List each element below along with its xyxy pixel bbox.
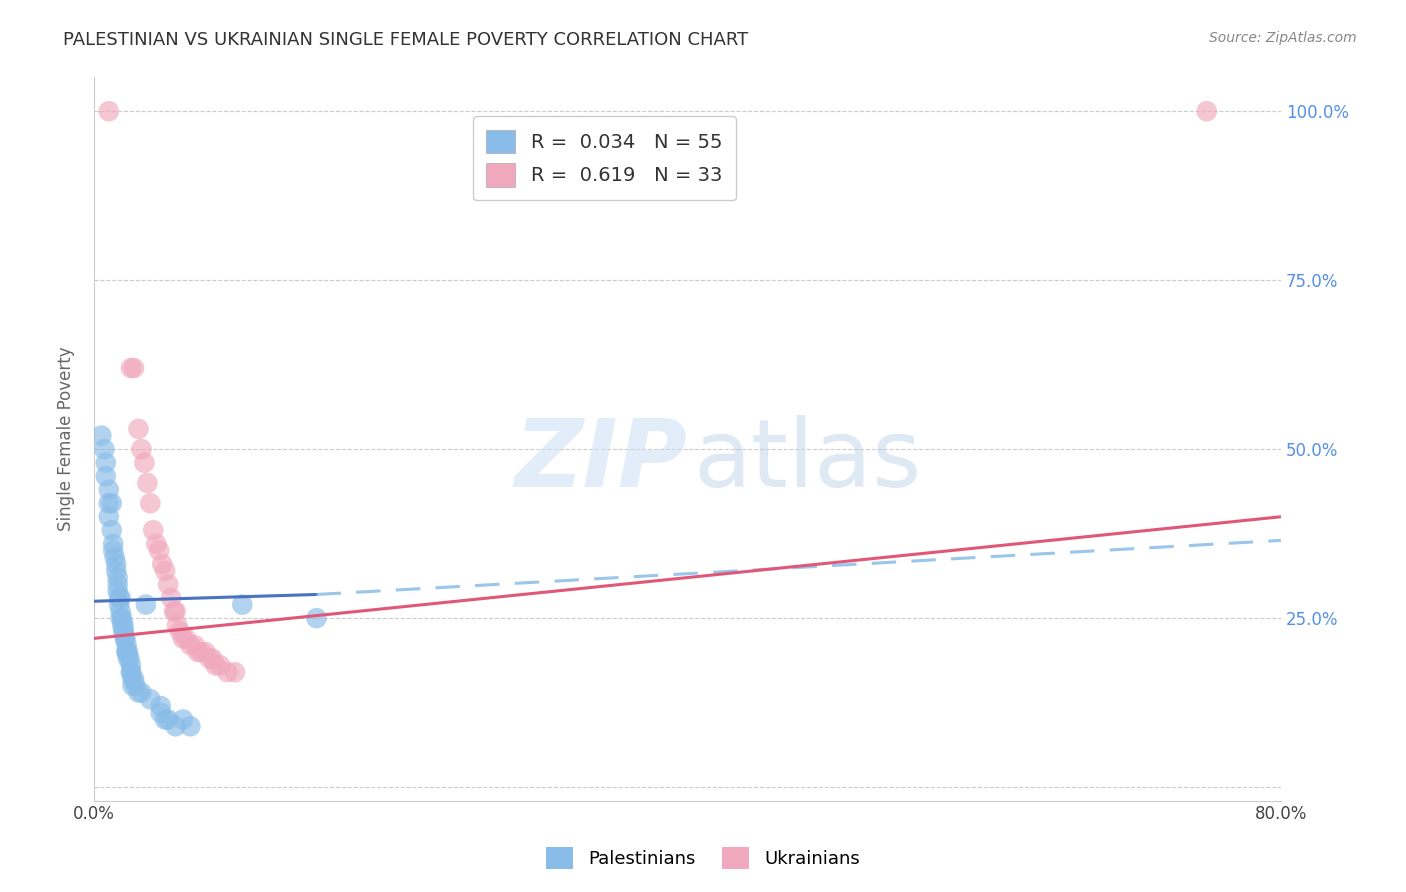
Point: [153, 564, 176, 578]
Point: [120, 665, 142, 680]
Point: [131, 442, 153, 457]
Point: [172, 632, 194, 646]
Point: [172, 713, 194, 727]
Point: [209, 658, 232, 673]
Point: [174, 632, 197, 646]
Text: Source: ZipAtlas.com: Source: ZipAtlas.com: [1209, 31, 1357, 45]
Point: [111, 611, 134, 625]
Point: [194, 645, 217, 659]
Point: [127, 422, 149, 436]
Point: [111, 618, 134, 632]
Point: [100, 523, 122, 537]
Point: [166, 618, 188, 632]
Point: [115, 645, 138, 659]
Point: [110, 591, 132, 605]
Point: [145, 537, 167, 551]
Point: [103, 543, 125, 558]
Point: [120, 665, 142, 680]
Point: [107, 577, 129, 591]
Point: [97, 483, 120, 497]
Point: [121, 672, 143, 686]
Point: [97, 496, 120, 510]
Point: [231, 598, 253, 612]
Point: [104, 550, 127, 565]
Point: [204, 658, 226, 673]
Point: [97, 104, 120, 119]
Point: [114, 632, 136, 646]
Point: [112, 624, 135, 639]
Point: [110, 611, 132, 625]
Point: [163, 604, 186, 618]
Text: PALESTINIAN VS UKRAINIAN SINGLE FEMALE POVERTY CORRELATION CHART: PALESTINIAN VS UKRAINIAN SINGLE FEMALE P…: [63, 31, 748, 49]
Point: [105, 557, 128, 571]
Point: [136, 475, 159, 490]
Point: [165, 719, 187, 733]
Point: [94, 456, 117, 470]
Point: [160, 591, 183, 605]
Point: [108, 591, 131, 605]
Point: [217, 665, 239, 680]
Point: [122, 672, 145, 686]
Point: [118, 651, 141, 665]
Point: [198, 651, 221, 665]
Point: [224, 665, 246, 680]
Point: [115, 645, 138, 659]
Point: [122, 361, 145, 376]
Point: [179, 719, 201, 733]
Point: [94, 469, 117, 483]
Point: [107, 584, 129, 599]
Point: [120, 361, 142, 376]
Point: [190, 645, 212, 659]
Point: [131, 685, 153, 699]
Point: [135, 598, 157, 612]
Point: [187, 645, 209, 659]
Point: [93, 442, 115, 457]
Point: [165, 604, 187, 618]
Point: [157, 713, 180, 727]
Legend: R =  0.034   N = 55, R =  0.619   N = 33: R = 0.034 N = 55, R = 0.619 N = 33: [472, 116, 737, 201]
Y-axis label: Single Female Poverty: Single Female Poverty: [58, 347, 75, 532]
Point: [117, 651, 139, 665]
Point: [184, 638, 207, 652]
Point: [115, 638, 138, 652]
Point: [149, 698, 172, 713]
Point: [153, 713, 176, 727]
Point: [121, 679, 143, 693]
Legend: Palestinians, Ukrainians: Palestinians, Ukrainians: [537, 838, 869, 879]
Point: [1195, 104, 1218, 119]
Point: [169, 624, 191, 639]
Point: [120, 658, 142, 673]
Point: [90, 428, 112, 442]
Point: [107, 571, 129, 585]
Text: ZIP: ZIP: [515, 415, 688, 507]
Point: [157, 577, 180, 591]
Point: [105, 564, 128, 578]
Point: [112, 624, 135, 639]
Point: [201, 651, 224, 665]
Point: [305, 611, 328, 625]
Point: [149, 706, 172, 720]
Point: [148, 543, 170, 558]
Point: [100, 496, 122, 510]
Text: atlas: atlas: [693, 415, 921, 507]
Point: [179, 638, 201, 652]
Point: [110, 604, 132, 618]
Point: [127, 685, 149, 699]
Point: [139, 496, 162, 510]
Point: [142, 523, 165, 537]
Point: [139, 692, 162, 706]
Point: [134, 456, 156, 470]
Point: [97, 509, 120, 524]
Point: [124, 679, 146, 693]
Point: [103, 537, 125, 551]
Point: [108, 598, 131, 612]
Point: [114, 632, 136, 646]
Point: [112, 618, 135, 632]
Point: [150, 557, 173, 571]
Point: [117, 645, 139, 659]
